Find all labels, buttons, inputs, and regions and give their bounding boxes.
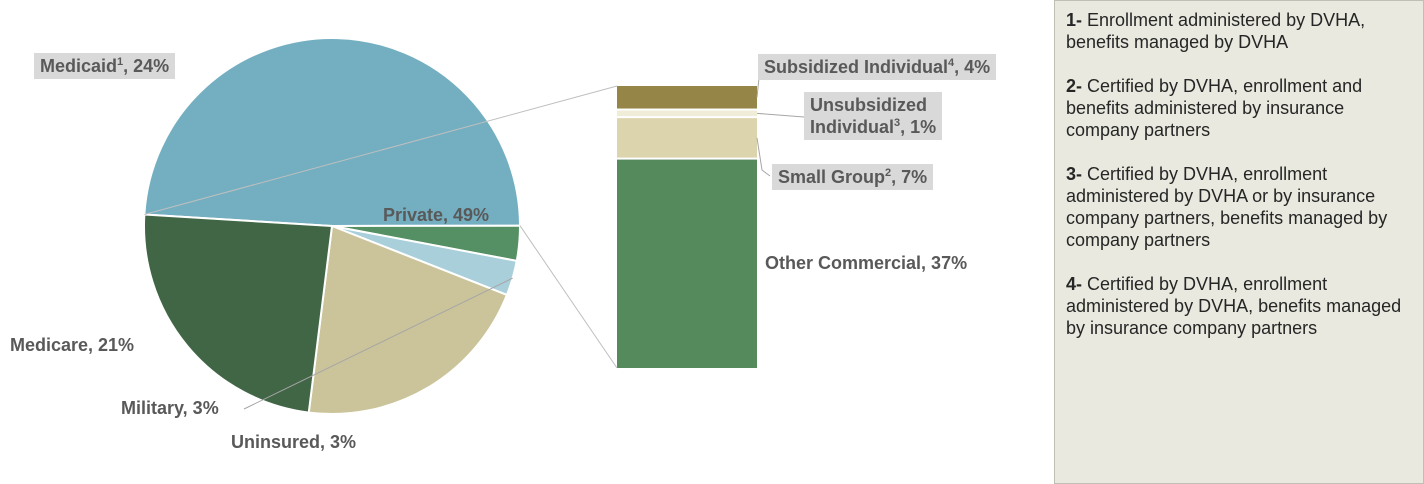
pie-slice-medicare — [307, 224, 509, 416]
leader-line-unsubsidized — [756, 112, 805, 118]
bar-segment-subsidized-individual — [617, 86, 757, 109]
footnotes-panel: 1- Enrollment administered by DVHA, bene… — [1054, 0, 1424, 484]
pie-of-bar-chart — [142, 36, 805, 416]
leader-line-small-group — [756, 137, 771, 177]
label-unsubsidized-individual: Unsubsidized Individual3, 1% — [804, 92, 943, 140]
pie-slice-medicaid — [142, 213, 334, 414]
label-private: Private, 49% — [383, 205, 490, 225]
label-uninsured: Uninsured, 3% — [231, 432, 357, 452]
bar-segment-unsubsidized-individual — [617, 110, 757, 117]
label-medicaid: Medicaid1, 24% — [34, 53, 176, 79]
footnote-2: 2- Certified by DVHA, enrollment and ben… — [1066, 76, 1363, 140]
connector-line-bottom — [519, 225, 618, 369]
leader-line-military — [243, 277, 513, 410]
footnote-3: 3- Certified by DVHA, enrollment adminis… — [1066, 164, 1388, 250]
label-other-commercial: Other Commercial, 37% — [765, 253, 968, 273]
footnote-4: 4- Certified by DVHA, enrollment adminis… — [1066, 274, 1402, 338]
footnote-1: 1- Enrollment administered by DVHA, bene… — [1066, 10, 1366, 52]
label-medicare: Medicare, 21% — [10, 335, 135, 355]
connector-line-top — [144, 85, 618, 216]
bar-segment-other-commercial — [617, 159, 757, 368]
pie-slice-private — [143, 36, 522, 228]
label-small-group: Small Group2, 7% — [772, 164, 934, 190]
label-subsidized-individual: Subsidized Individual4, 4% — [758, 54, 997, 80]
leader-line-subsidized — [756, 77, 760, 98]
chart-area: Medicaid1, 24% Private, 49% Medicare, 21… — [10, 36, 997, 452]
bar-segment-small-group — [617, 118, 757, 158]
label-military: Military, 3% — [121, 398, 219, 418]
